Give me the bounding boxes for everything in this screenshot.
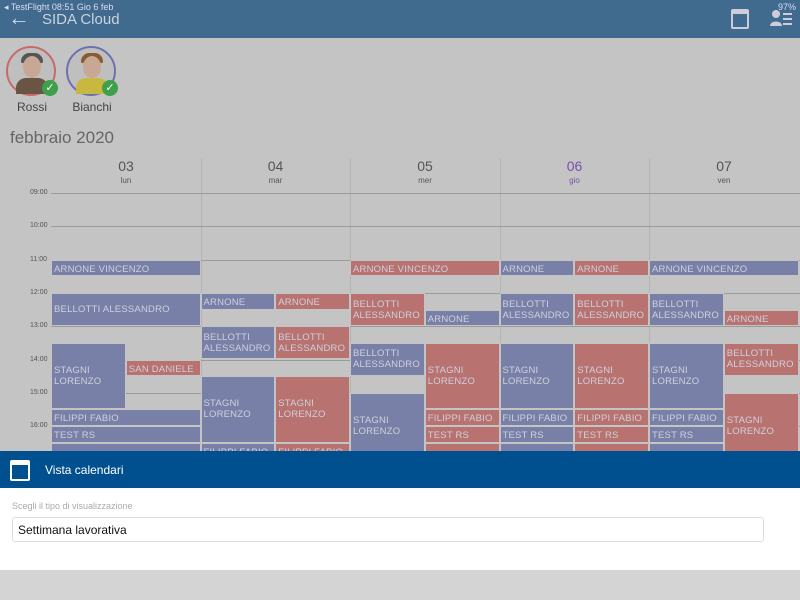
calendar-event[interactable]: BELLOTTI ALESSANDRO [723,342,799,377]
calendar-event[interactable]: STAGNI LORENZO [574,342,649,410]
sheet-footer [0,570,800,600]
calendar-event[interactable]: STAGNI LORENZO [350,392,425,451]
hour-label: 12:00 [30,288,48,296]
calendar-event[interactable]: BELLOTTI ALESSANDRO [275,326,350,360]
day-of-week: mar [268,176,283,185]
hour-label: 09:00 [30,189,48,196]
hour-line [51,292,800,294]
calendar-event[interactable]: ARNONE VINCENZO [200,292,276,310]
calendar-event[interactable]: BELLOTTI ALESSANDRO [350,342,425,377]
status-bar-left: ◂ TestFlight 08:51 Gio 6 feb [4,2,114,12]
day-number: 04 [267,158,284,174]
calendar-event[interactable]: TEST RS [574,426,649,443]
sheet-body: Scegli il tipo di visualizzazione Settim… [0,488,800,570]
calendar-event[interactable]: FILIPPI FABIO [424,409,500,427]
calendar-event[interactable]: BELLOTTI ALESSANDRO [51,292,201,327]
day-number: 07 [716,158,732,174]
day-header[interactable]: 04 mar [201,158,351,185]
day-of-week: mer [418,176,432,185]
day-of-week: lun [120,176,132,185]
sheet-title: Vista calendari [45,463,124,477]
day-of-week: gio [569,176,580,185]
calendar-icon [10,460,30,481]
avatar[interactable]: ✓ [6,46,58,96]
calendar-event[interactable]: FILIPPI FABIO [574,409,649,427]
calendar-event[interactable]: ARNONE VINCENZO [350,259,500,277]
battery-status: 97% [777,2,796,12]
day-of-week: ven [717,176,731,185]
person-name: Bianchi [72,100,112,114]
calendar-event[interactable]: BELLOTTI ALESSANDRO [574,292,649,327]
calendar-event[interactable]: STAGNI LORENZO [499,342,575,410]
calendar-event[interactable]: STAGNI LORENZO [200,376,276,443]
check-icon: ✓ [42,80,58,96]
sheet-header: Vista calendari [0,451,800,488]
calendar-event[interactable]: BELLOTTI ALESSANDRO [200,326,276,360]
app-header: ◂ TestFlight 08:51 Gio 6 feb 97% ← SIDA … [0,0,800,38]
calendar-event[interactable]: FILIPPI FABIO [499,409,575,427]
hour-line [51,193,800,194]
calendar-event[interactable]: TEST RS [51,426,201,443]
calendar-event[interactable]: BELLOTTI ALESSANDRO [649,292,724,327]
day-number: 05 [417,158,433,174]
calendar-event[interactable]: STAGNI LORENZO [424,342,500,410]
hour-line [51,226,800,228]
person-name: Rossi [16,100,47,114]
hour-label: 13:00 [30,322,48,330]
hour-line [51,326,800,328]
calendar-event[interactable]: TEST RS [499,426,575,443]
calendar-event[interactable]: ARNONE VINCENZO [649,259,799,277]
calendar-icon[interactable] [731,9,749,29]
calendar-event[interactable]: STAGNI LORENZO [51,342,126,410]
calendar-event[interactable] [499,442,575,451]
view-type-label: Scegli il tipo di visualizzazione [12,501,133,511]
user-list-icon[interactable] [770,9,792,27]
calendar-event[interactable]: FILIPPI FABIO [275,442,350,451]
calendar-event[interactable]: FILIPPI FABIO [51,409,201,427]
person-bianchi[interactable]: ✓ Bianchi [66,46,118,114]
avatar[interactable]: ✓ [66,46,118,96]
calendar-event[interactable]: STAGNI LORENZO [275,376,350,443]
calendar-event[interactable]: FILIPPI FABIO [649,409,724,427]
hour-label: 11:00 [30,255,47,263]
calendar-event[interactable]: STAGNI LORENZO [649,342,724,410]
calendar-event[interactable]: TEST RS [424,426,500,443]
calendar-event[interactable] [649,442,724,451]
calendar-event[interactable]: BELLOTTI ALESSANDRO [350,292,425,327]
day-header[interactable]: 05 mer [350,158,500,185]
day-number: 06 [566,158,583,174]
app-title: SIDA Cloud [42,11,120,28]
hour-label: 16:00 [30,422,48,430]
day-header[interactable]: 07 ven [649,158,799,185]
day-header[interactable]: 03 lun [51,158,201,185]
hour-label: 14:00 [30,355,48,363]
calendar-event[interactable]: FILIPPI FABIO [200,442,276,451]
calendar-event[interactable]: ARNONE VINCENZO [499,259,575,277]
calendar-event[interactable] [51,442,201,451]
calendar-event[interactable]: ARNONE VINCENZO [424,309,500,327]
calendar-event[interactable]: ARNONE VINCENZO [275,292,350,310]
month-title: febbraio 2020 [10,128,114,147]
person-rossi[interactable]: ✓ Rossi [6,46,58,114]
calendar-event[interactable]: TEST RS [649,426,724,443]
calendar-event[interactable]: STAGNI LORENZO [723,392,799,451]
calendar-grid: 09:00 10:00 11:00 12:00 13:00 14:00 15:00 16:00… [0,185,800,451]
calendar-event[interactable]: ARNONE VINCENZO [51,259,201,277]
calendar-event[interactable] [424,442,500,451]
hour-label: 10:00 [30,222,48,230]
calendar-event[interactable] [574,442,649,451]
calendar-event[interactable]: ARNONE VINCENZO [723,309,799,327]
calendar-event[interactable]: SAN DANIELE [125,359,201,377]
view-type-select[interactable]: Settimana lavorativa [12,517,764,542]
calendar-event[interactable]: ARNONE VINCENZO [574,259,649,277]
day-number: 03 [118,158,134,174]
calendar-event[interactable]: BELLOTTI ALESSANDRO [499,292,575,327]
check-icon: ✓ [102,80,118,96]
day-header[interactable]: 06 gio [500,158,650,185]
hour-label: 15:00 [30,388,48,396]
back-button[interactable]: ← [8,5,30,30]
